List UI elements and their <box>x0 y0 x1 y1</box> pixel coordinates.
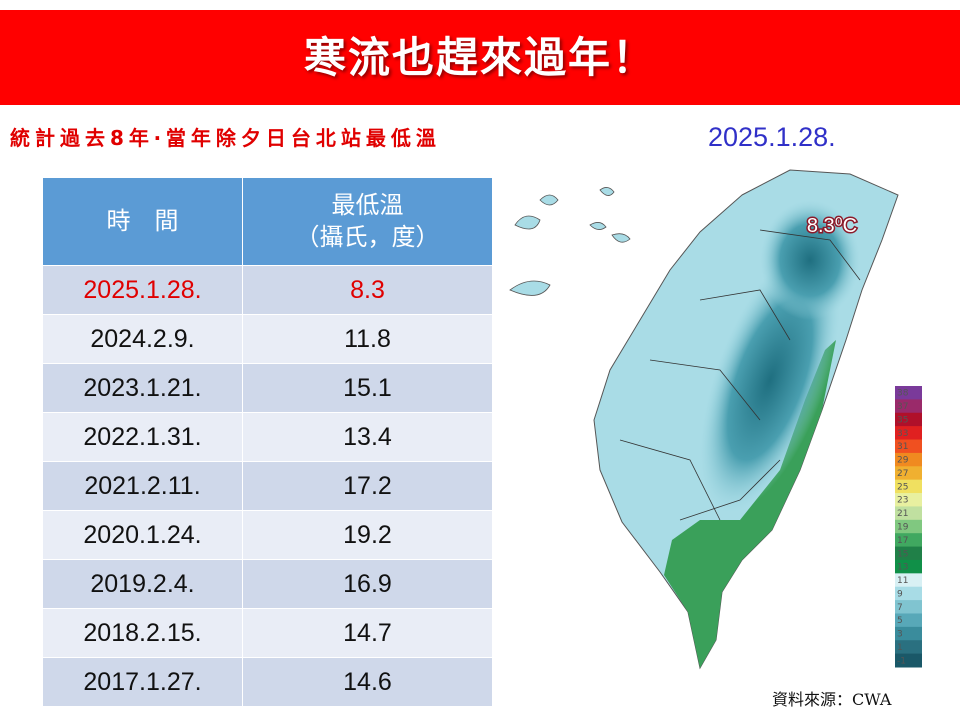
colorbar-label: 3 <box>897 630 903 640</box>
colorbar-swatch <box>895 640 922 655</box>
colorbar-swatch <box>895 653 922 668</box>
colorbar-swatch <box>895 439 922 454</box>
island <box>509 169 899 670</box>
colorbar-label: 9 <box>897 589 903 599</box>
title-banner <box>0 10 960 105</box>
colorbar-label: 29 <box>897 456 909 466</box>
date-cell: 2023.1.21. <box>42 363 243 413</box>
colorbar-label: 33 <box>897 429 908 439</box>
temperature-cell: 16.9 <box>242 559 493 609</box>
temperature-cell: 13.4 <box>242 412 493 462</box>
subtitle: 統計過去8年‧當年除夕日台北站最低溫 <box>10 126 441 150</box>
colorbar-swatch <box>895 519 922 534</box>
header-cell: 最低溫 （攝氏，度） <box>242 177 493 266</box>
colorbar-label: 15 <box>897 549 908 559</box>
temperature-cell: 14.7 <box>242 608 493 658</box>
table-row: 2024.2.9. 11.8 <box>42 314 493 364</box>
colorbar-swatch <box>895 559 922 574</box>
colorbar-swatch <box>895 546 922 561</box>
table-row: 2025.1.28. 8.3 <box>42 265 493 315</box>
map-date: 2025.1.28. <box>708 122 836 152</box>
colorbar-label: 27 <box>897 469 908 479</box>
colorbar-label: 21 <box>897 509 908 519</box>
colorbar-swatch <box>895 412 922 427</box>
colorbar-label: 13 <box>897 563 908 573</box>
temperature-cell: 8.3 <box>242 265 493 315</box>
colorbar-swatch <box>895 586 922 601</box>
date-cell: 2019.2.4. <box>42 559 243 609</box>
map-annotation: 8.3⁰C <box>807 215 857 237</box>
date-cell: 2018.2.15. <box>42 608 243 658</box>
date-cell: 2020.1.24. <box>42 510 243 560</box>
colorbar-label: 31 <box>897 442 908 452</box>
colorbar-swatch <box>895 626 922 641</box>
colorbar-swatch <box>895 506 922 521</box>
table-row: 2022.1.31. 13.4 <box>42 412 493 462</box>
colorbar-swatch <box>895 533 922 548</box>
date-cell: 2017.1.27. <box>42 657 243 707</box>
colorbar-label: 23 <box>897 496 908 506</box>
date-cell: 2024.2.9. <box>42 314 243 364</box>
colorbar-swatch <box>895 573 922 588</box>
table-row: 2017.1.27. 14.6 <box>42 657 493 707</box>
colorbar-swatch <box>895 399 922 414</box>
colorbar-label: -1 <box>897 656 906 666</box>
colorbar-label: 19 <box>897 523 909 533</box>
temperature-table: 時 間 最低溫 （攝氏，度） 2025.1.28. 8.3 2024.2.9. 11.… <box>42 177 493 707</box>
temperature-cell: 15.1 <box>242 363 493 413</box>
colorbar-label: 35 <box>897 415 908 425</box>
table-row: 2018.2.15. 14.7 <box>42 608 493 658</box>
colorbar-swatch <box>895 386 922 400</box>
colorbar-label: 38 <box>897 389 909 399</box>
temperature-cell: 19.2 <box>242 510 493 560</box>
colorbar-label: 25 <box>897 482 908 492</box>
table-body: 2025.1.28. 8.3 2024.2.9. 11.8 2023.1.21. 15.1… <box>42 265 493 707</box>
colorbar-swatch <box>895 426 922 441</box>
table-row: 2021.2.11. 17.2 <box>42 461 493 511</box>
table-row: 2019.2.4. 16.9 <box>42 559 493 609</box>
colorbar-label: 17 <box>897 536 908 546</box>
colorbar-label: 7 <box>897 603 903 613</box>
colorbar-swatch <box>895 479 922 494</box>
source: 資料來源：CWA <box>772 690 892 709</box>
date-cell: 2022.1.31. <box>42 412 243 462</box>
colorbar-swatch <box>895 493 922 507</box>
colorbar-label: 37 <box>897 402 908 412</box>
colorbar-swatch <box>895 452 922 467</box>
date-cell: 2025.1.28. <box>42 265 243 315</box>
title: 寒流也趕來過年！ <box>303 33 656 82</box>
table-row: 2023.1.21. 15.1 <box>42 363 493 413</box>
colorbar <box>895 386 922 668</box>
date-cell: 2021.2.11. <box>42 461 243 511</box>
temperature-cell: 17.2 <box>242 461 493 511</box>
colorbar-swatch <box>895 466 922 481</box>
colorbar-swatch <box>895 600 922 614</box>
table-row: 2020.1.24. 19.2 <box>42 510 493 560</box>
temperature-cell: 14.6 <box>242 657 493 707</box>
header-cell: 時 間 <box>42 177 243 266</box>
colorbar-label: 1 <box>897 643 903 653</box>
temperature-cell: 11.8 <box>242 314 493 364</box>
header-row: 時 間 最低溫 （攝氏，度） <box>42 177 493 266</box>
colorbar-label: 5 <box>897 616 903 626</box>
colorbar-swatch <box>895 613 922 628</box>
temperature-map: 8.3⁰C 3837353331292725232119171513119753… <box>509 169 922 670</box>
colorbar-label: 11 <box>897 576 908 586</box>
